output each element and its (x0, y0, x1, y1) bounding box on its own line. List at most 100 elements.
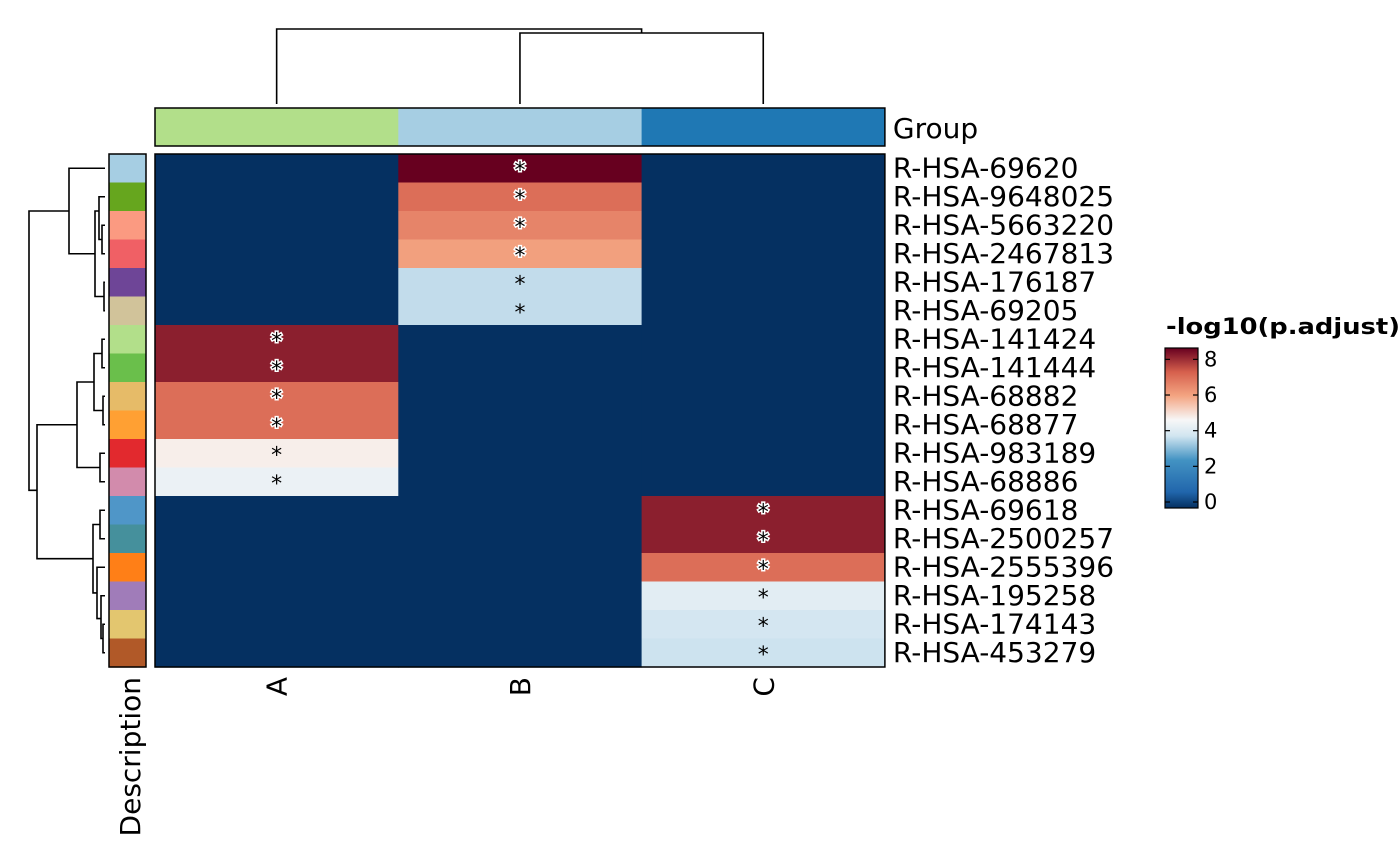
significance-mark: * (271, 329, 282, 354)
heatmap-cell (641, 154, 886, 184)
row-label: R-HSA-69620 (893, 151, 1079, 184)
dendrogram-branch (102, 623, 105, 654)
heatmap-border (154, 153, 886, 668)
row-label: R-HSA-174143 (893, 607, 1096, 640)
description-annotation-cell (109, 239, 146, 269)
heatmap-cell (398, 496, 643, 526)
heatmap-cell (398, 382, 643, 412)
heatmap-cell (641, 239, 886, 269)
heatmap-cell (155, 382, 399, 412)
legend-tick-label: 4 (1204, 419, 1217, 443)
heatmap-cell (155, 439, 399, 469)
heatmap-cell (155, 353, 399, 383)
description-annotation-bar (108, 153, 147, 668)
significance-mark: * (514, 187, 525, 212)
significance-mark: * (271, 472, 282, 497)
row-label: R-HSA-983189 (893, 436, 1096, 469)
row-label: R-HSA-141444 (893, 351, 1096, 384)
dendrogram-branch (76, 381, 100, 469)
dendrogram-branch (36, 423, 93, 560)
column-label: C (747, 677, 780, 697)
heatmap-cell (398, 581, 643, 611)
legend-tick-label: 0 (1204, 490, 1217, 514)
dendrogram-branch (101, 338, 105, 369)
significance-mark: * (514, 158, 525, 183)
heatmap-cell (641, 467, 886, 497)
description-annotation-cell (109, 268, 146, 298)
heatmap-cell (155, 154, 399, 184)
heatmap-cell (641, 439, 886, 469)
description-annotation-cell (109, 182, 146, 212)
description-annotation-cell (109, 296, 146, 326)
description-annotation-cell (109, 439, 146, 469)
significance-mark: * (758, 500, 769, 525)
heatmap-cell (155, 410, 399, 440)
row-label: R-HSA-68882 (893, 379, 1079, 412)
heatmap-cell (641, 296, 886, 326)
heatmap-cell (641, 610, 886, 640)
row-label: R-HSA-68877 (893, 408, 1079, 441)
heatmap-cell (155, 211, 399, 241)
significance-mark: * (271, 358, 282, 383)
row-label: R-HSA-453279 (893, 636, 1096, 669)
row-labels: R-HSA-69620R-HSA-9648025R-HSA-5663220R-H… (893, 151, 1114, 669)
heatmap-cell (398, 154, 643, 184)
significance-mark: * (271, 443, 282, 468)
heatmap-cell (398, 296, 643, 326)
group-annotation-cell (398, 108, 643, 146)
dendrogram-branch (28, 210, 69, 492)
heatmap-cell (155, 581, 399, 611)
significance-mark: * (514, 215, 525, 240)
dendrogram-branch (102, 395, 105, 426)
description-annotation-cell (109, 610, 146, 640)
description-annotation-cell (109, 496, 146, 526)
row-label: R-HSA-68886 (893, 465, 1079, 498)
row-label: R-HSA-2467813 (893, 237, 1114, 270)
heatmap-cell (641, 325, 886, 355)
heatmap-cell (398, 610, 643, 640)
heatmap-cell (155, 268, 399, 298)
description-annotation-cell (109, 553, 146, 583)
heatmap-cell (398, 211, 643, 241)
heatmap-cell (398, 524, 643, 554)
significance-mark: * (758, 529, 769, 554)
heatmap-cell (641, 268, 886, 298)
row-label: R-HSA-195258 (893, 579, 1096, 612)
heatmap-cell (641, 553, 886, 583)
description-annotation-cell (109, 382, 146, 412)
column-labels: A B C (261, 677, 781, 697)
row-label: R-HSA-176187 (893, 265, 1096, 298)
description-annotation-cell (109, 353, 146, 383)
heatmap-cell (641, 581, 886, 611)
heatmap-cell (641, 496, 886, 526)
description-annotation-cell (109, 211, 146, 241)
legend-tick-label: 2 (1204, 454, 1217, 478)
row-label: R-HSA-69618 (893, 493, 1079, 526)
heatmap-cell (155, 467, 399, 497)
heatmap-cell (155, 182, 399, 212)
legend-tick-label: 6 (1204, 383, 1217, 407)
row-dendrogram (28, 167, 105, 654)
row-label: R-HSA-69205 (893, 294, 1079, 327)
description-annotation-cell (109, 325, 146, 355)
significance-mark: * (758, 586, 769, 611)
column-dendrogram (275, 28, 765, 104)
heatmap-cell (398, 638, 643, 668)
significance-mark: * (758, 557, 769, 582)
heatmap-cell (155, 296, 399, 326)
group-annotation-border (154, 107, 886, 147)
group-annotation-cell (641, 108, 886, 146)
description-annotation-cell (109, 410, 146, 440)
heatmap-cell (398, 553, 643, 583)
heatmap-cell (155, 496, 399, 526)
heatmap-cell (155, 553, 399, 583)
heatmap-cell (155, 325, 399, 355)
heatmap-cell (398, 410, 643, 440)
row-label: R-HSA-5663220 (893, 208, 1114, 241)
dendrogram-branch (99, 509, 105, 540)
dendrogram-branch (103, 281, 105, 312)
dendrogram-branch (275, 28, 643, 104)
dendrogram-branch (519, 32, 765, 104)
heatmap-cell (155, 524, 399, 554)
legend-colorbar (1164, 347, 1199, 509)
